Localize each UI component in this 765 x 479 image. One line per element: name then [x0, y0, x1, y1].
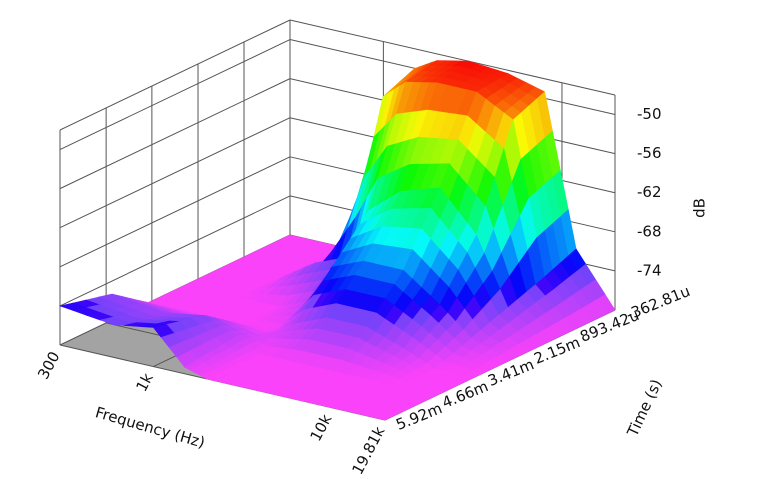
z-grid-line	[59, 195, 291, 307]
box-edge	[289, 19, 616, 96]
z-tick-label: -62	[637, 183, 662, 201]
z-tick-label: -74	[637, 261, 662, 279]
z-tick-label: -50	[637, 105, 662, 123]
x-tick-label: 10k	[307, 411, 336, 444]
z-tick-label: -68	[637, 222, 662, 240]
z-grid-line	[59, 78, 291, 190]
z-grid-line	[59, 117, 291, 229]
z-grid-line	[59, 156, 291, 268]
z-tick-label: -56	[637, 144, 662, 162]
z-axis-label: dB	[691, 198, 709, 218]
surface	[58, 60, 616, 421]
x-tick-label: 1k	[132, 370, 157, 395]
x-tick-label: 19.81k	[348, 423, 388, 475]
z-grid-line	[59, 39, 291, 150]
y-axis-label: Time (s)	[623, 376, 666, 440]
left-wall	[60, 20, 290, 345]
box-edge	[59, 19, 291, 131]
x-tick-label: 300	[34, 349, 63, 383]
surface-patch	[374, 411, 399, 421]
x-axis-label: Frequency (Hz)	[93, 403, 207, 451]
